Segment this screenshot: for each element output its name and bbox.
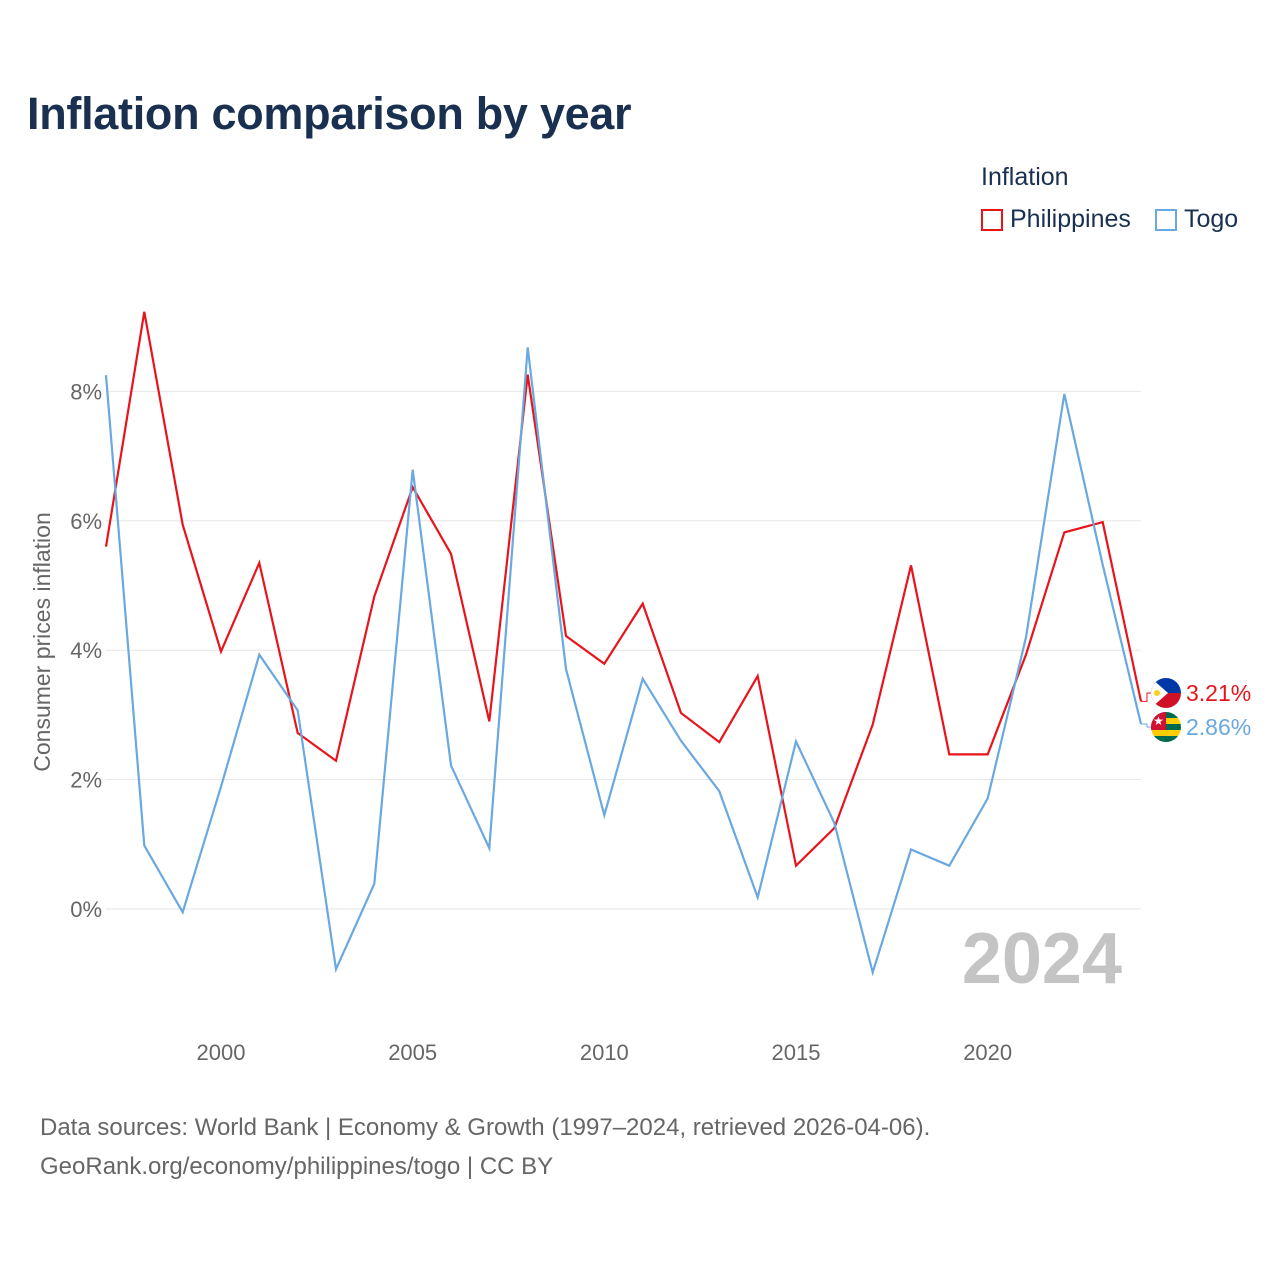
togo-flag-icon: ★ [1151, 712, 1181, 742]
y-tick-label: 4% [70, 638, 102, 663]
svg-text:★: ★ [1153, 714, 1164, 728]
legend-label-togo: Togo [1184, 205, 1239, 233]
y-tick-label: 8% [70, 379, 102, 404]
series-line-philippines[interactable] [104, 311, 1143, 868]
legend-label-philippines: Philippines [1010, 205, 1131, 233]
legend-swatch-togo [1155, 208, 1177, 231]
philippines-flag-icon [1151, 678, 1181, 708]
year-watermark: 2024 [962, 919, 1122, 999]
legend-swatch-philippines [981, 208, 1003, 231]
end-label-philippines: 3.21% [1186, 680, 1251, 706]
y-axis-title: Consumer prices inflation [29, 512, 55, 772]
y-axis-ticks: 0% 2% 4% 6% 8% [70, 379, 102, 922]
source-line-2: GeoRank.org/economy/philippines/togo | C… [40, 1153, 554, 1180]
y-tick-label: 2% [70, 768, 102, 793]
x-tick-label: 2000 [197, 1040, 246, 1065]
end-labels: 3.21% ★ 2.86% [1141, 678, 1251, 742]
end-label-connector [1141, 723, 1153, 728]
legend-item-togo[interactable]: Togo [1155, 205, 1238, 234]
x-tick-label: 2005 [388, 1040, 437, 1065]
grid-lines [106, 390, 1141, 910]
x-tick-label: 2020 [963, 1040, 1012, 1065]
end-label-connector [1141, 692, 1153, 702]
series-lines [104, 311, 1143, 977]
y-tick-label: 6% [70, 509, 102, 534]
series-line-togo[interactable] [104, 347, 1143, 977]
source-line-1: Data sources: World Bank | Economy & Gro… [40, 1114, 931, 1141]
end-label-togo: 2.86% [1186, 714, 1251, 740]
source-note: Data sources: World Bank | Economy & Gro… [40, 1108, 930, 1186]
line-chart: 0% 2% 4% 6% 8% 2000 2005 2010 2015 2020 Consumer… [29, 311, 1251, 1065]
legend-item-philippines[interactable]: Philippines [981, 205, 1131, 234]
chart-title: Inflation comparison by year [27, 88, 632, 139]
y-tick-label: 0% [70, 897, 102, 922]
x-tick-label: 2015 [772, 1040, 821, 1065]
x-axis-ticks: 2000 2005 2010 2015 2020 [197, 1040, 1013, 1065]
x-tick-label: 2010 [580, 1040, 629, 1065]
legend-title: Inflation [981, 163, 1069, 191]
